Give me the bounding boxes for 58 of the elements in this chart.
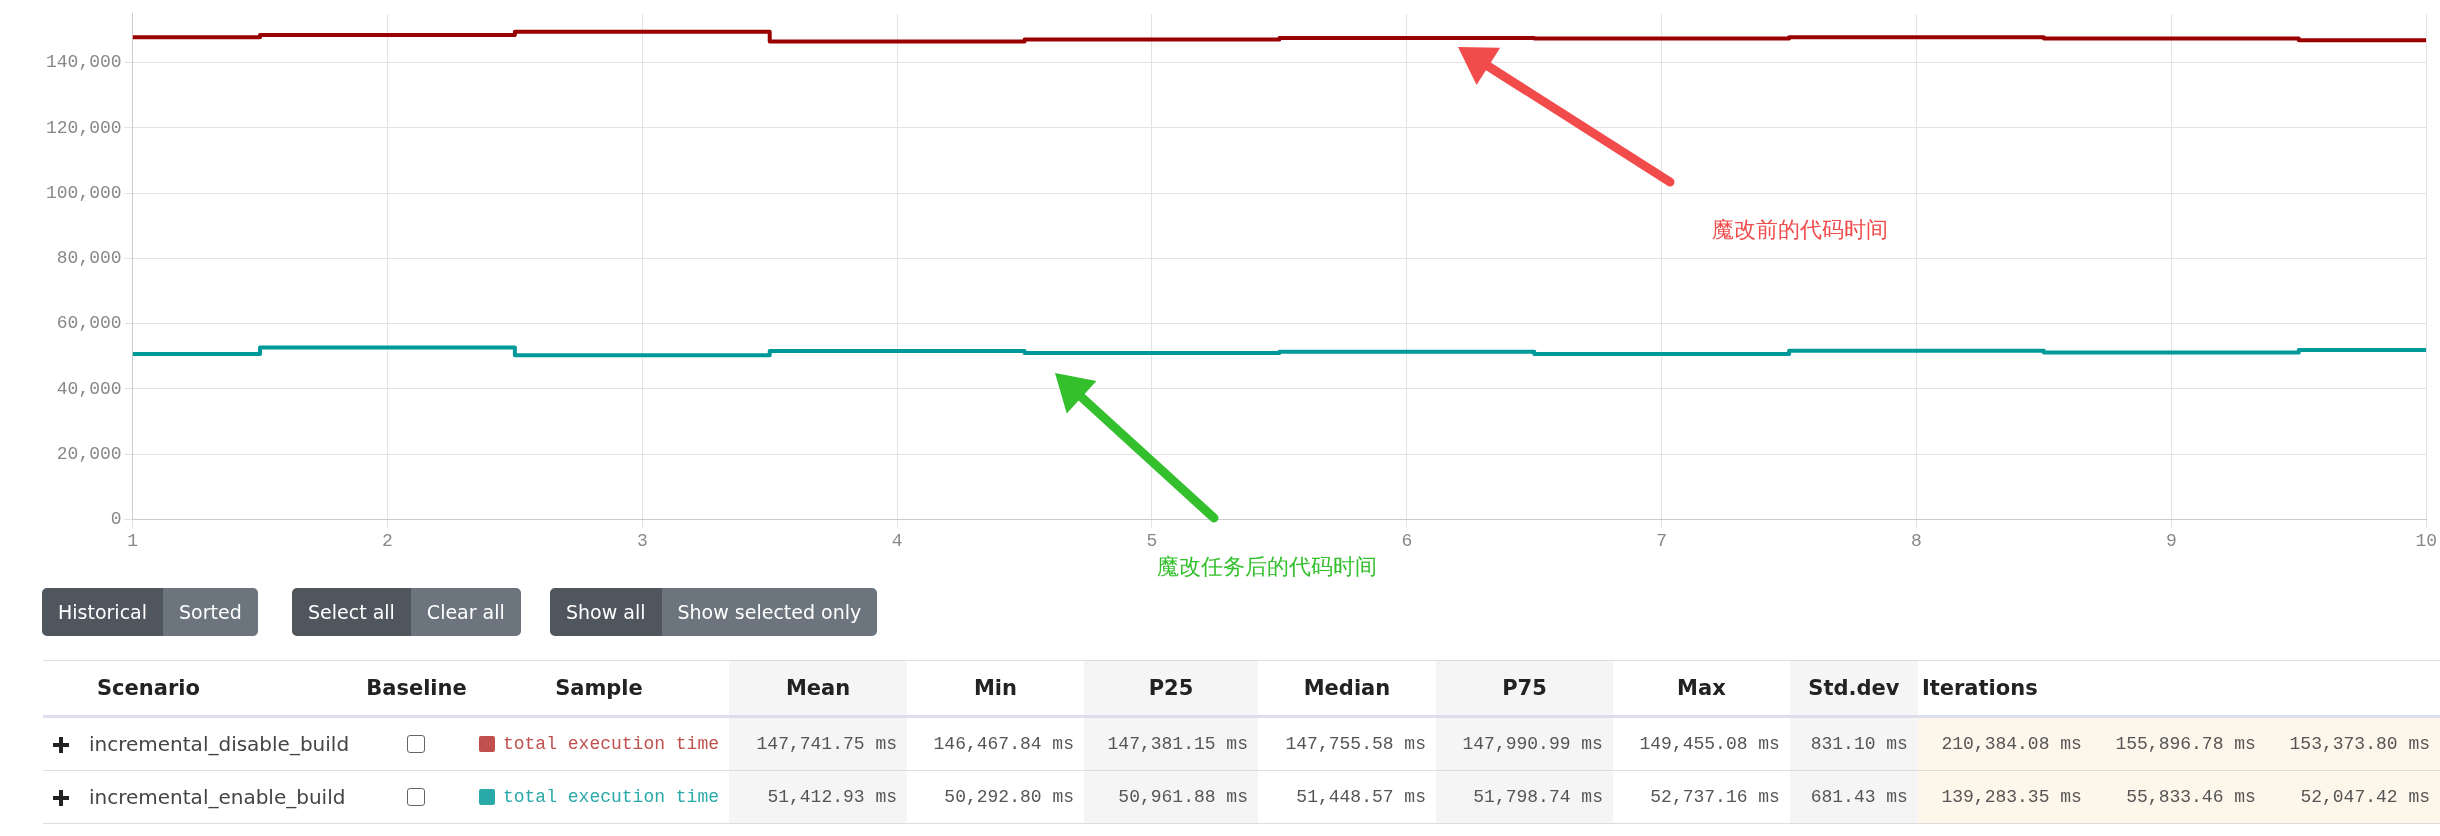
y-tick-label: 100,000	[45, 182, 122, 203]
category-label: Min	[907, 660, 1084, 717]
annotation: 魔改前的代码时间	[1712, 216, 1888, 244]
x-tick-label: 1	[127, 530, 139, 551]
category-label: Max	[1612, 660, 1790, 717]
category-label: P75	[1435, 660, 1613, 717]
y-tick-label: 120,000	[45, 117, 122, 138]
x-tick-label: 10	[2415, 530, 2437, 551]
text: 146,467.84 ms	[933, 734, 1074, 754]
category-label: incremental_disable_build	[89, 732, 350, 756]
text: 139,283.35 ms	[1941, 787, 2082, 807]
x-tick-label: 2	[382, 530, 393, 551]
x-tick-label: 4	[891, 530, 903, 551]
text: 50,961.88 ms	[1118, 787, 1248, 807]
text: 52,737.16 ms	[1650, 787, 1780, 807]
button-group: Select all Clear all	[292, 588, 521, 636]
text: 50,292.80 ms	[944, 787, 1074, 807]
y-tick-label: 60,000	[56, 313, 122, 334]
x-tick-label: 5	[1146, 530, 1158, 551]
text: 55,833.46 ms	[2126, 787, 2256, 807]
text: 210,384.08 ms	[1941, 734, 2082, 754]
text: 147,741.75 ms	[756, 734, 897, 754]
text: 153,373.80 ms	[2289, 734, 2430, 754]
text: 147,381.15 ms	[1107, 734, 1248, 754]
text: 147,755.58 ms	[1285, 734, 1426, 754]
category-label: incremental_enable_build	[89, 785, 346, 809]
text: total execution time	[502, 734, 720, 754]
x-tick-label: 6	[1401, 530, 1413, 551]
category-label: Sample	[468, 660, 730, 717]
text: total execution time	[502, 787, 720, 807]
text: 149,455.08 ms	[1639, 734, 1780, 754]
text: 魔改任务后的代码时间	[1157, 553, 1377, 581]
x-tick-label: 7	[1656, 530, 1668, 551]
text: 147,990.99 ms	[1462, 734, 1603, 754]
button-group: Historical Sorted	[42, 588, 258, 636]
text: 52,047.42 ms	[2300, 787, 2430, 807]
category-label: Scenario	[79, 660, 364, 717]
y-tick-label: 140,000	[45, 52, 122, 73]
category-label: Baseline	[363, 660, 469, 717]
y-tick-label: 20,000	[56, 443, 122, 464]
text: 51,798.74 ms	[1473, 787, 1603, 807]
text: 51,448.57 ms	[1296, 787, 1426, 807]
button-group: Show all Show selected only	[550, 588, 878, 636]
y-tick-label: 40,000	[56, 378, 122, 399]
category-label: Median	[1257, 660, 1436, 717]
x-tick-label: 9	[2165, 530, 2177, 551]
x-tick-label: 3	[636, 530, 648, 551]
category-label: Mean	[729, 660, 907, 717]
y-tick-label: 0	[110, 509, 122, 530]
category-label: Iterations	[1917, 660, 2440, 717]
y-tick-label: 80,000	[56, 248, 122, 269]
x-tick-label: 8	[1911, 530, 1922, 551]
category-label: Std.dev	[1789, 660, 1918, 717]
category-label: P25	[1083, 660, 1258, 717]
text: 681.43 ms	[1810, 787, 1908, 807]
text: 51,412.93 ms	[767, 787, 897, 807]
text: 831.10 ms	[1810, 734, 1908, 754]
text: 155,896.78 ms	[2115, 734, 2256, 754]
